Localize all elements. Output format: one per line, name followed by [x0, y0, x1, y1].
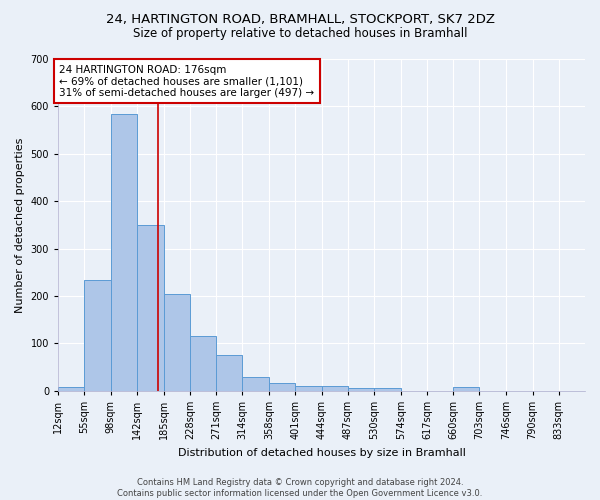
- Bar: [242, 378, 269, 391]
- Text: Contains HM Land Registry data © Crown copyright and database right 2024.
Contai: Contains HM Land Registry data © Crown c…: [118, 478, 482, 498]
- Bar: [295, 386, 322, 391]
- X-axis label: Distribution of detached houses by size in Bramhall: Distribution of detached houses by size …: [178, 448, 466, 458]
- Text: 24, HARTINGTON ROAD, BRAMHALL, STOCKPORT, SK7 2DZ: 24, HARTINGTON ROAD, BRAMHALL, STOCKPORT…: [106, 12, 494, 26]
- Bar: [190, 336, 216, 391]
- Bar: [269, 383, 295, 391]
- Bar: [322, 386, 348, 391]
- Text: Size of property relative to detached houses in Bramhall: Size of property relative to detached ho…: [133, 28, 467, 40]
- Bar: [374, 388, 401, 391]
- Bar: [85, 280, 110, 391]
- Bar: [110, 114, 137, 391]
- Bar: [216, 355, 242, 391]
- Text: 24 HARTINGTON ROAD: 176sqm
← 69% of detached houses are smaller (1,101)
31% of s: 24 HARTINGTON ROAD: 176sqm ← 69% of deta…: [59, 64, 314, 98]
- Bar: [453, 387, 479, 391]
- Bar: [137, 225, 164, 391]
- Bar: [164, 294, 190, 391]
- Y-axis label: Number of detached properties: Number of detached properties: [15, 137, 25, 312]
- Bar: [58, 387, 85, 391]
- Bar: [348, 388, 374, 391]
